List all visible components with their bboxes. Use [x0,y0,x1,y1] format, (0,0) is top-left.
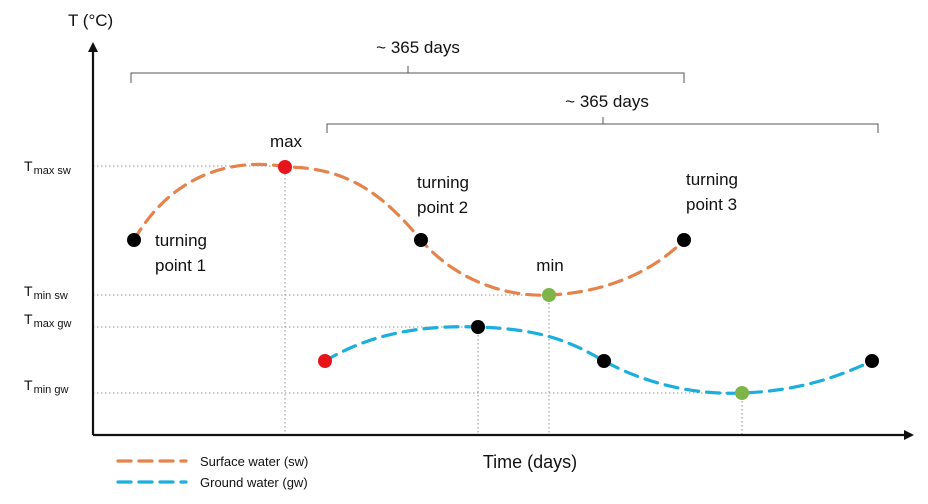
label-turning-point-1-line2: point 1 [155,256,206,275]
min-sw-marker [542,288,556,302]
label-turning-point-2-line1: turning [417,173,469,192]
gw-turning-marker [597,354,611,368]
ground-water-curve [323,325,874,395]
min-gw-marker [735,386,749,400]
bracket-ground-water: ~ 365 days [326,92,879,133]
y-tick-labels: Tmax sw Tmin sw Tmax gw Tmin gw [24,158,72,396]
label-min: min [536,256,563,275]
turning-point-1-marker [127,233,141,247]
label-turning-point-3-line2: point 3 [686,195,737,214]
guide-lines [93,165,743,435]
tick-tmin-gw: Tmin gw [24,377,68,396]
label-turning-point-1-line1: turning [155,231,207,250]
turning-point-3-marker [677,233,691,247]
bracket-label-1: ~ 365 days [376,38,460,57]
bracket-label-2: ~ 365 days [565,92,649,111]
label-turning-point-3-line1: turning [686,170,738,189]
bracket-surface-water: ~ 365 days [130,38,685,83]
label-turning-point-2-line2: point 2 [417,198,468,217]
gw-start-marker [318,354,332,368]
legend-label-ground-water: Ground water (gw) [200,475,308,490]
x-axis-title: Time (days) [483,452,577,472]
surface-water-curve [132,162,686,297]
legend: Surface water (sw) Ground water (gw) [116,454,308,490]
y-axis-title: T (°C) [68,11,113,30]
legend-label-surface-water: Surface water (sw) [200,454,308,469]
tick-tmin-sw: Tmin sw [24,283,68,302]
gw-end-marker [865,354,879,368]
max-sw-marker [278,160,292,174]
turning-point-2-marker [414,233,428,247]
max-gw-marker [471,320,485,334]
tick-tmax-gw: Tmax gw [24,311,72,330]
tick-tmax-sw: Tmax sw [24,158,71,177]
label-max: max [270,132,303,151]
